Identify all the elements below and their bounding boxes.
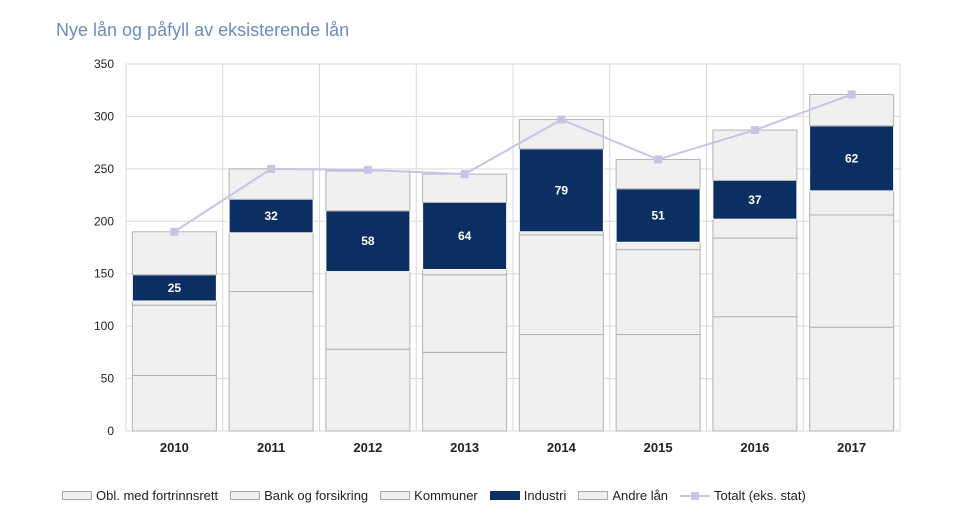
legend-item-obl: Obl. med fortrinnsrett [62, 488, 218, 503]
bar-segment [228, 232, 314, 293]
bar-segment [422, 269, 508, 276]
x-tick-label: 2015 [644, 440, 673, 455]
bar-segment [325, 348, 411, 432]
bar-segment [422, 351, 508, 432]
legend-swatch-kommuner [380, 491, 411, 500]
bar-segment [615, 188, 701, 243]
legend-item-industri: Industri [489, 488, 567, 503]
y-tick-label: 300 [94, 109, 114, 123]
bar-segment [615, 241, 701, 251]
total-line [173, 93, 852, 233]
bar-segment [809, 214, 895, 328]
y-tick-label: 150 [94, 267, 114, 281]
bar-segment [131, 231, 217, 276]
bar-segment [518, 334, 604, 432]
bar-segment [809, 125, 895, 192]
x-tick-label: 2011 [257, 440, 285, 455]
legend-item-kommuner: Kommuner [380, 488, 478, 503]
y-tick-label: 200 [94, 214, 114, 228]
bar-data-label: 37 [748, 193, 762, 207]
x-tick-label: 2010 [160, 440, 189, 455]
bar-data-label: 64 [458, 229, 472, 243]
bar-segment [809, 93, 895, 127]
bar-segment [131, 374, 217, 432]
legend-item-andre: Andre lån [578, 488, 668, 503]
total-line-marker [847, 90, 856, 99]
legend-swatch-andre [578, 491, 609, 500]
total-line-marker [654, 155, 663, 164]
bar-segment [325, 271, 411, 350]
legend-label-bank: Bank og forsikring [264, 488, 369, 503]
chart-title: Nye lån og påfyll av eksisterende lån [56, 20, 350, 40]
legend-item-totalt: Totalt (eks. stat) [680, 488, 806, 503]
bar-segment [228, 291, 314, 432]
bar-segment [422, 201, 508, 271]
legend-label-andre: Andre lån [612, 488, 669, 503]
legend-label-kommuner: Kommuner [414, 488, 478, 503]
bar-data-label: 32 [264, 209, 278, 223]
y-tick-label: 0 [107, 424, 114, 438]
bar-data-label: 79 [555, 183, 569, 197]
bar-data-label: 25 [168, 281, 182, 295]
bar-segment [325, 170, 411, 212]
x-tick-label: 2013 [450, 440, 479, 455]
x-tick-label: 2012 [353, 440, 382, 455]
bar-segment [712, 129, 798, 181]
bar-segment [422, 274, 508, 353]
total-line-marker [170, 227, 179, 236]
legend-label-obl: Obl. med fortrinnsrett [96, 488, 219, 503]
bar-segment [712, 237, 798, 318]
legend-swatch-obl [62, 491, 92, 500]
total-line-marker [460, 170, 469, 179]
total-line-marker [750, 126, 759, 135]
bar-segment [518, 119, 604, 150]
bar-segment [131, 300, 217, 306]
bar-segment [131, 304, 217, 376]
bar-segment [615, 249, 701, 336]
x-tick-label: 2017 [837, 440, 866, 455]
bar-segment [422, 173, 508, 203]
legend-label-industri: Industri [523, 488, 567, 503]
bar-segment [518, 234, 604, 336]
legend-swatch-industri [489, 491, 520, 500]
bar-data-label: 51 [651, 209, 665, 223]
y-tick-label: 50 [101, 372, 115, 386]
bar-segment [712, 218, 798, 239]
total-line-marker [557, 115, 566, 124]
total-line-marker [267, 164, 276, 173]
bar-segment [615, 334, 701, 432]
y-tick-label: 350 [94, 57, 114, 71]
y-tick-label: 100 [94, 319, 114, 333]
y-tick-label: 250 [94, 162, 114, 176]
total-line-marker [363, 165, 372, 174]
x-tick-label: 2014 [547, 440, 577, 455]
bar-segment [228, 168, 314, 200]
x-tick-label: 2016 [740, 440, 769, 455]
bar-segment [712, 316, 798, 432]
legend-label-totalt: Totalt (eks. stat) [714, 488, 806, 503]
bar-data-label: 58 [361, 234, 375, 248]
legend: Obl. med fortrinnsrett Bank og forsikrin… [62, 488, 818, 503]
legend-item-bank: Bank og forsikring [230, 488, 368, 503]
bar-segment [809, 326, 895, 432]
bar-data-label: 62 [845, 151, 859, 165]
bar-segment [809, 190, 895, 216]
legend-line-marker-icon [680, 491, 711, 501]
bar-segment [712, 179, 798, 220]
bar-segment [615, 158, 701, 190]
legend-swatch-bank [230, 491, 261, 500]
